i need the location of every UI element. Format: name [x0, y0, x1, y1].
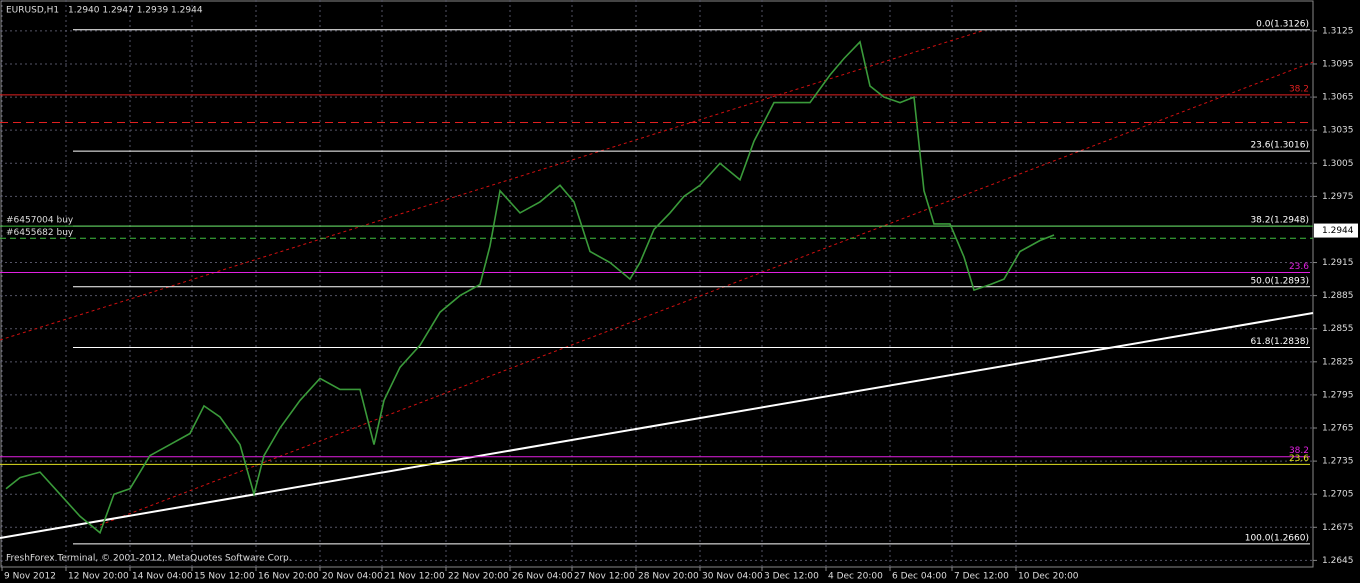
plot-frame [0, 0, 1314, 568]
y-tick-label: 1.3125 [1322, 26, 1354, 36]
x-tick-label: 14 Nov 04:00 [132, 572, 193, 582]
x-tick-label: 7 Dec 12:00 [954, 572, 1009, 582]
x-tick-label: 28 Nov 20:00 [638, 572, 699, 582]
x-tick-label: 4 Dec 20:00 [828, 572, 883, 582]
y-tick-label: 1.2915 [1322, 258, 1354, 268]
x-tick-label: 26 Nov 04:00 [512, 572, 573, 582]
level-label: 23.6 [1289, 454, 1309, 464]
x-tick-label: 12 Nov 20:00 [68, 572, 129, 582]
order-label: #6455682 buy [6, 228, 74, 238]
y-tick-label: 1.2795 [1322, 390, 1354, 400]
order-label: #6457004 buy [6, 216, 74, 226]
level-label: 23.6 [1289, 262, 1309, 272]
trend-line [99, 61, 1314, 526]
level-label: 0.0(1.3126) [1256, 19, 1309, 29]
y-tick-label: 1.2705 [1322, 490, 1354, 500]
x-tick-label: 22 Nov 20:00 [448, 572, 509, 582]
x-tick-label: 3 Dec 12:00 [764, 572, 819, 582]
copyright: FreshForex Terminal, © 2001-2012, MetaQu… [6, 554, 292, 564]
y-tick-label: 1.2765 [1322, 424, 1354, 434]
grid [0, 0, 1313, 567]
level-label: 61.8(1.2838) [1250, 337, 1309, 347]
y-tick-label: 1.3005 [1322, 159, 1354, 169]
level-label: 50.0(1.2893) [1250, 276, 1309, 286]
level-label: 100.0(1.2660) [1245, 533, 1309, 543]
y-tick-label: 1.2855 [1322, 324, 1354, 334]
x-tick-label: 30 Nov 04:00 [702, 572, 763, 582]
current-price-box [1314, 223, 1358, 238]
level-label: 23.6(1.3016) [1250, 141, 1309, 151]
y-tick-label: 1.2975 [1322, 192, 1354, 202]
price-line [5, 40, 1055, 535]
y-tick-label: 1.3065 [1322, 93, 1354, 103]
y-tick-label: 1.3095 [1322, 59, 1354, 69]
level-label: 38.2(1.2948) [1250, 216, 1309, 226]
x-tick-label: 27 Nov 12:00 [574, 572, 635, 582]
x-tick-label: 15 Nov 12:00 [194, 572, 255, 582]
x-tick-label: 16 Nov 20:00 [258, 572, 319, 582]
y-tick-label: 1.2645 [1322, 556, 1354, 566]
x-tick-label: 9 Nov 2012 [4, 572, 56, 582]
x-tick-label: 20 Nov 04:00 [322, 572, 383, 582]
x-tick-label: 21 Nov 12:00 [384, 572, 445, 582]
level-label: 38.2 [1289, 446, 1309, 456]
y-tick-label: 1.2675 [1322, 523, 1354, 533]
trend-line [0, 29, 986, 341]
y-tick-label: 1.2735 [1322, 457, 1354, 467]
symbol: EURUSD,H1 [6, 6, 59, 16]
level-label: 38.2 [1289, 84, 1309, 94]
y-tick-label: 1.3035 [1322, 126, 1354, 136]
quote: 1.2940 1.2947 1.2939 1.2944 [68, 6, 203, 16]
marks [0, 29, 1313, 545]
x-tick-label: 6 Dec 04:00 [892, 572, 947, 582]
support-line [0, 312, 1314, 539]
y-tick-label: 1.2885 [1322, 291, 1354, 301]
current-price-label: 1.2944 [1322, 226, 1354, 236]
y-tick-label: 1.2825 [1322, 357, 1354, 367]
x-tick-label: 10 Dec 20:00 [1018, 572, 1079, 582]
